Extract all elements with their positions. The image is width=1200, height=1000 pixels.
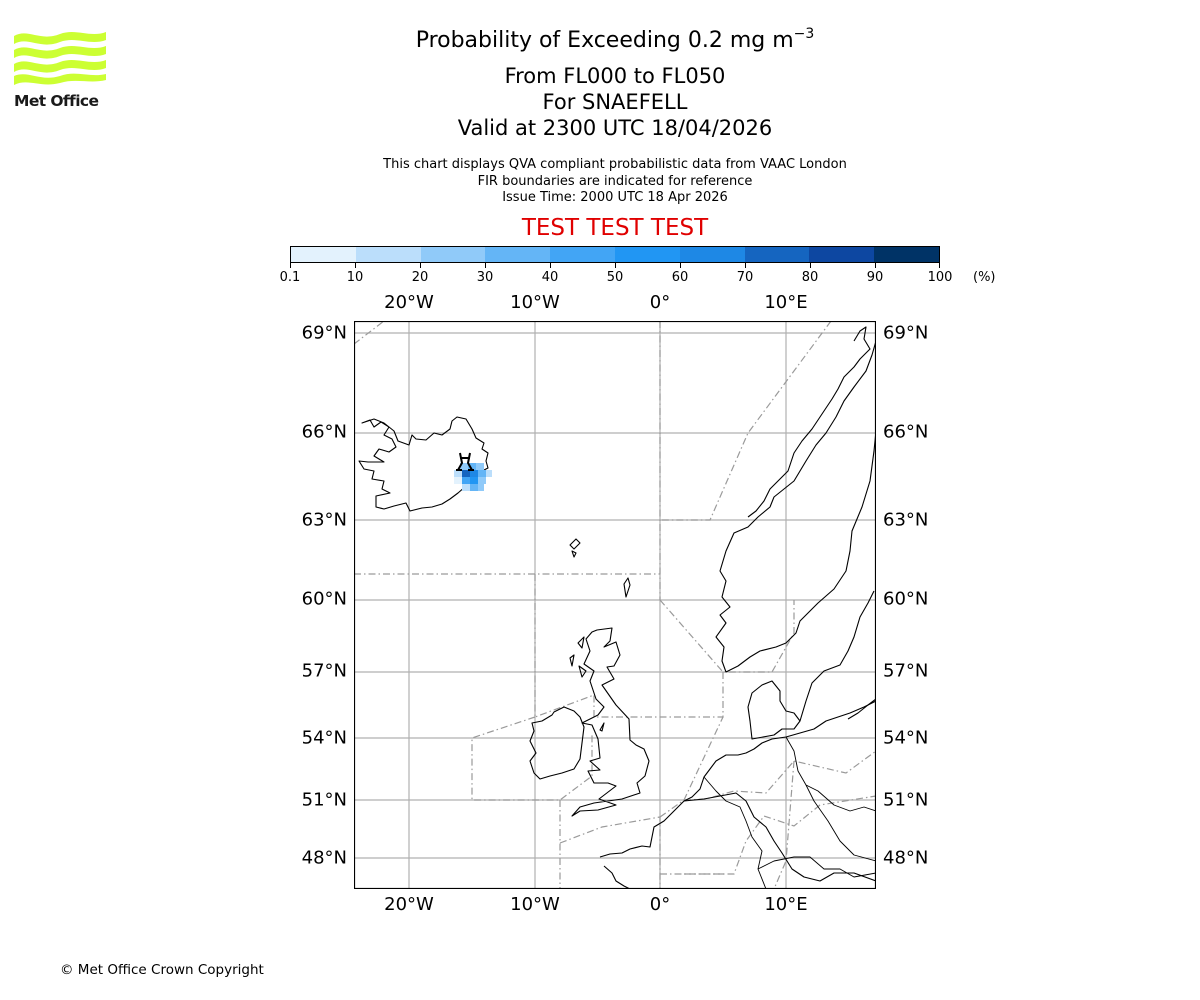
longitude-label-top: 10°E (764, 292, 808, 313)
longitude-label-top: 10°W (510, 292, 560, 313)
flight-levels: From FL000 to FL050 (504, 64, 726, 88)
colorbar-tick-label: 10 (346, 270, 364, 285)
colorbar-tick-label: 0.1 (279, 270, 301, 285)
great-britain-coast (571, 627, 650, 817)
colorbar-segment (420, 247, 486, 262)
latitude-label-right: 69°N (883, 322, 929, 344)
met-office-logo-text: Met Office (14, 92, 99, 110)
latitude-label-right: 63°N (883, 509, 929, 531)
test-banner: TEST TEST TEST (521, 215, 709, 241)
colorbar-segment (550, 247, 615, 262)
met-office-waves-icon (14, 32, 106, 85)
latitude-label-left: 54°N (301, 727, 347, 749)
colorbar (290, 246, 940, 263)
latitude-label-left: 66°N (301, 421, 347, 443)
colorbar-segment (874, 247, 939, 262)
coastlines (358, 326, 877, 890)
chart-subtitle: From FL000 to FL050 For SNAEFELL Valid a… (0, 63, 1200, 141)
colorbar-tick-label: 60 (671, 270, 689, 285)
latitude-label-left: 51°N (301, 789, 347, 811)
map-panel[interactable] (353, 320, 877, 890)
chart-title: Probability of Exceeding 0.2 mg m−3 (0, 27, 1200, 55)
colorbar-segment (744, 247, 810, 262)
latitude-label-right: 66°N (883, 421, 929, 443)
longitude-label-bottom: 0° (649, 894, 671, 915)
colorbar-segment (291, 247, 356, 262)
longitude-label-bottom: 10°E (764, 894, 808, 915)
graticule (354, 321, 876, 889)
colorbar-tick-label: 90 (866, 270, 884, 285)
latitude-label-left: 63°N (301, 509, 347, 531)
description-line-1: This chart displays QVA compliant probab… (383, 157, 847, 172)
colorbar-segment (614, 247, 680, 262)
isle-of-man-coast (599, 722, 605, 732)
iceland-coast (358, 416, 489, 512)
colorbar-tick-label: 20 (411, 270, 429, 285)
france-coast (599, 792, 877, 890)
colorbar-tick-label: 100 (927, 270, 953, 285)
longitude-label-bottom: 10°W (510, 894, 560, 915)
fir-boundaries (353, 320, 877, 890)
longitude-label-bottom: 20°W (384, 894, 434, 915)
latitude-label-left: 48°N (301, 847, 347, 869)
met-office-logo: Met Office (14, 30, 106, 112)
shetland-coast (623, 577, 631, 598)
map-canvas (353, 320, 877, 890)
latitude-label-left: 60°N (301, 588, 347, 610)
norway-coast (715, 340, 877, 673)
chart-title-superscript: −3 (793, 26, 815, 42)
colorbar-unit: (%) (973, 270, 996, 285)
map-frame (353, 320, 877, 890)
colorbar-segment (809, 247, 875, 262)
valid-time: Valid at 2300 UTC 18/04/2026 (457, 116, 773, 140)
low-countries-coast (683, 700, 877, 802)
chart-title-text: Probability of Exceeding 0.2 mg m (415, 28, 794, 53)
denmark-coast (747, 680, 801, 740)
colorbar-tick-label: 70 (736, 270, 754, 285)
country-borders (703, 736, 877, 890)
issue-time: Issue Time: 2000 UTC 18 Apr 2026 (502, 190, 728, 205)
ash-probability-plume (454, 463, 492, 491)
volcano-icon (456, 452, 474, 471)
colorbar-segment (355, 247, 421, 262)
copyright-notice: © Met Office Crown Copyright (60, 962, 264, 978)
colorbar-tick-label: 80 (801, 270, 819, 285)
chart-description: This chart displays QVA compliant probab… (0, 157, 1200, 207)
volcano-name: For SNAEFELL (542, 90, 688, 114)
colorbar-tick-label: 30 (476, 270, 494, 285)
latitude-label-right: 60°N (883, 588, 929, 610)
latitude-label-right: 51°N (883, 789, 929, 811)
longitude-label-top: 0° (649, 292, 671, 313)
colorbar-tick-label: 40 (541, 270, 559, 285)
faroe-coast (569, 538, 581, 558)
longitude-label-top: 20°W (384, 292, 434, 313)
hebrides-coast (569, 636, 587, 678)
description-line-2: FIR boundaries are indicated for referen… (477, 173, 753, 189)
norway-north-coast (747, 326, 871, 518)
latitude-label-left: 57°N (301, 660, 347, 682)
colorbar-segment (679, 247, 745, 262)
latitude-label-left: 69°N (301, 322, 347, 344)
sweden-coast (799, 590, 877, 722)
latitude-label-right: 48°N (883, 847, 929, 869)
latitude-label-right: 57°N (883, 660, 929, 682)
ireland-coast (529, 706, 585, 780)
colorbar-ticks (290, 263, 940, 269)
latitude-label-right: 54°N (883, 727, 929, 749)
colorbar-segment (485, 247, 551, 262)
colorbar-tick-label: 50 (606, 270, 624, 285)
